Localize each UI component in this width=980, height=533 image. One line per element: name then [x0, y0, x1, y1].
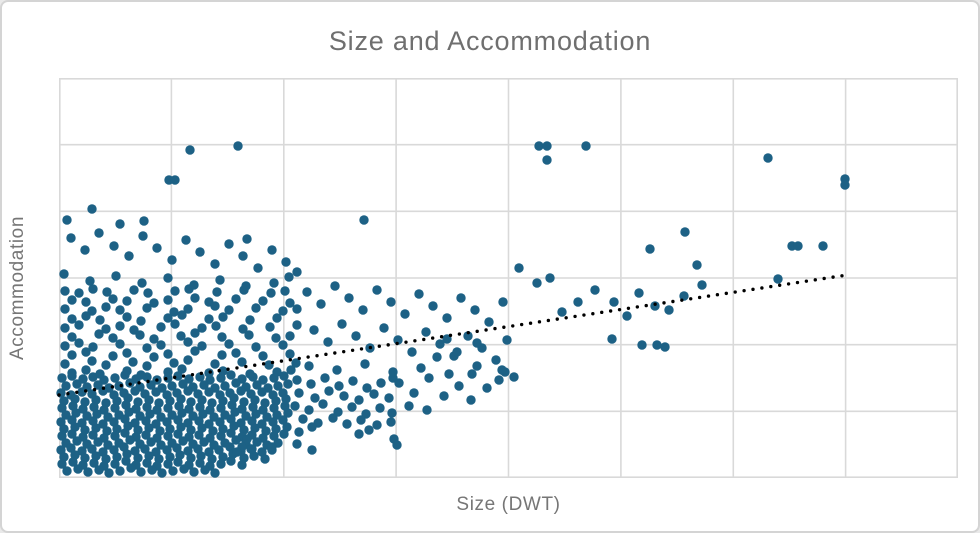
- scatter-points: [56, 141, 850, 478]
- x-axis-label: Size (DWT): [456, 494, 561, 515]
- plot-area: [56, 78, 959, 478]
- y-axis-label: Accommodation: [7, 215, 28, 361]
- plot-svg: [56, 78, 959, 478]
- chart-title: Size and Accommodation: [328, 26, 652, 56]
